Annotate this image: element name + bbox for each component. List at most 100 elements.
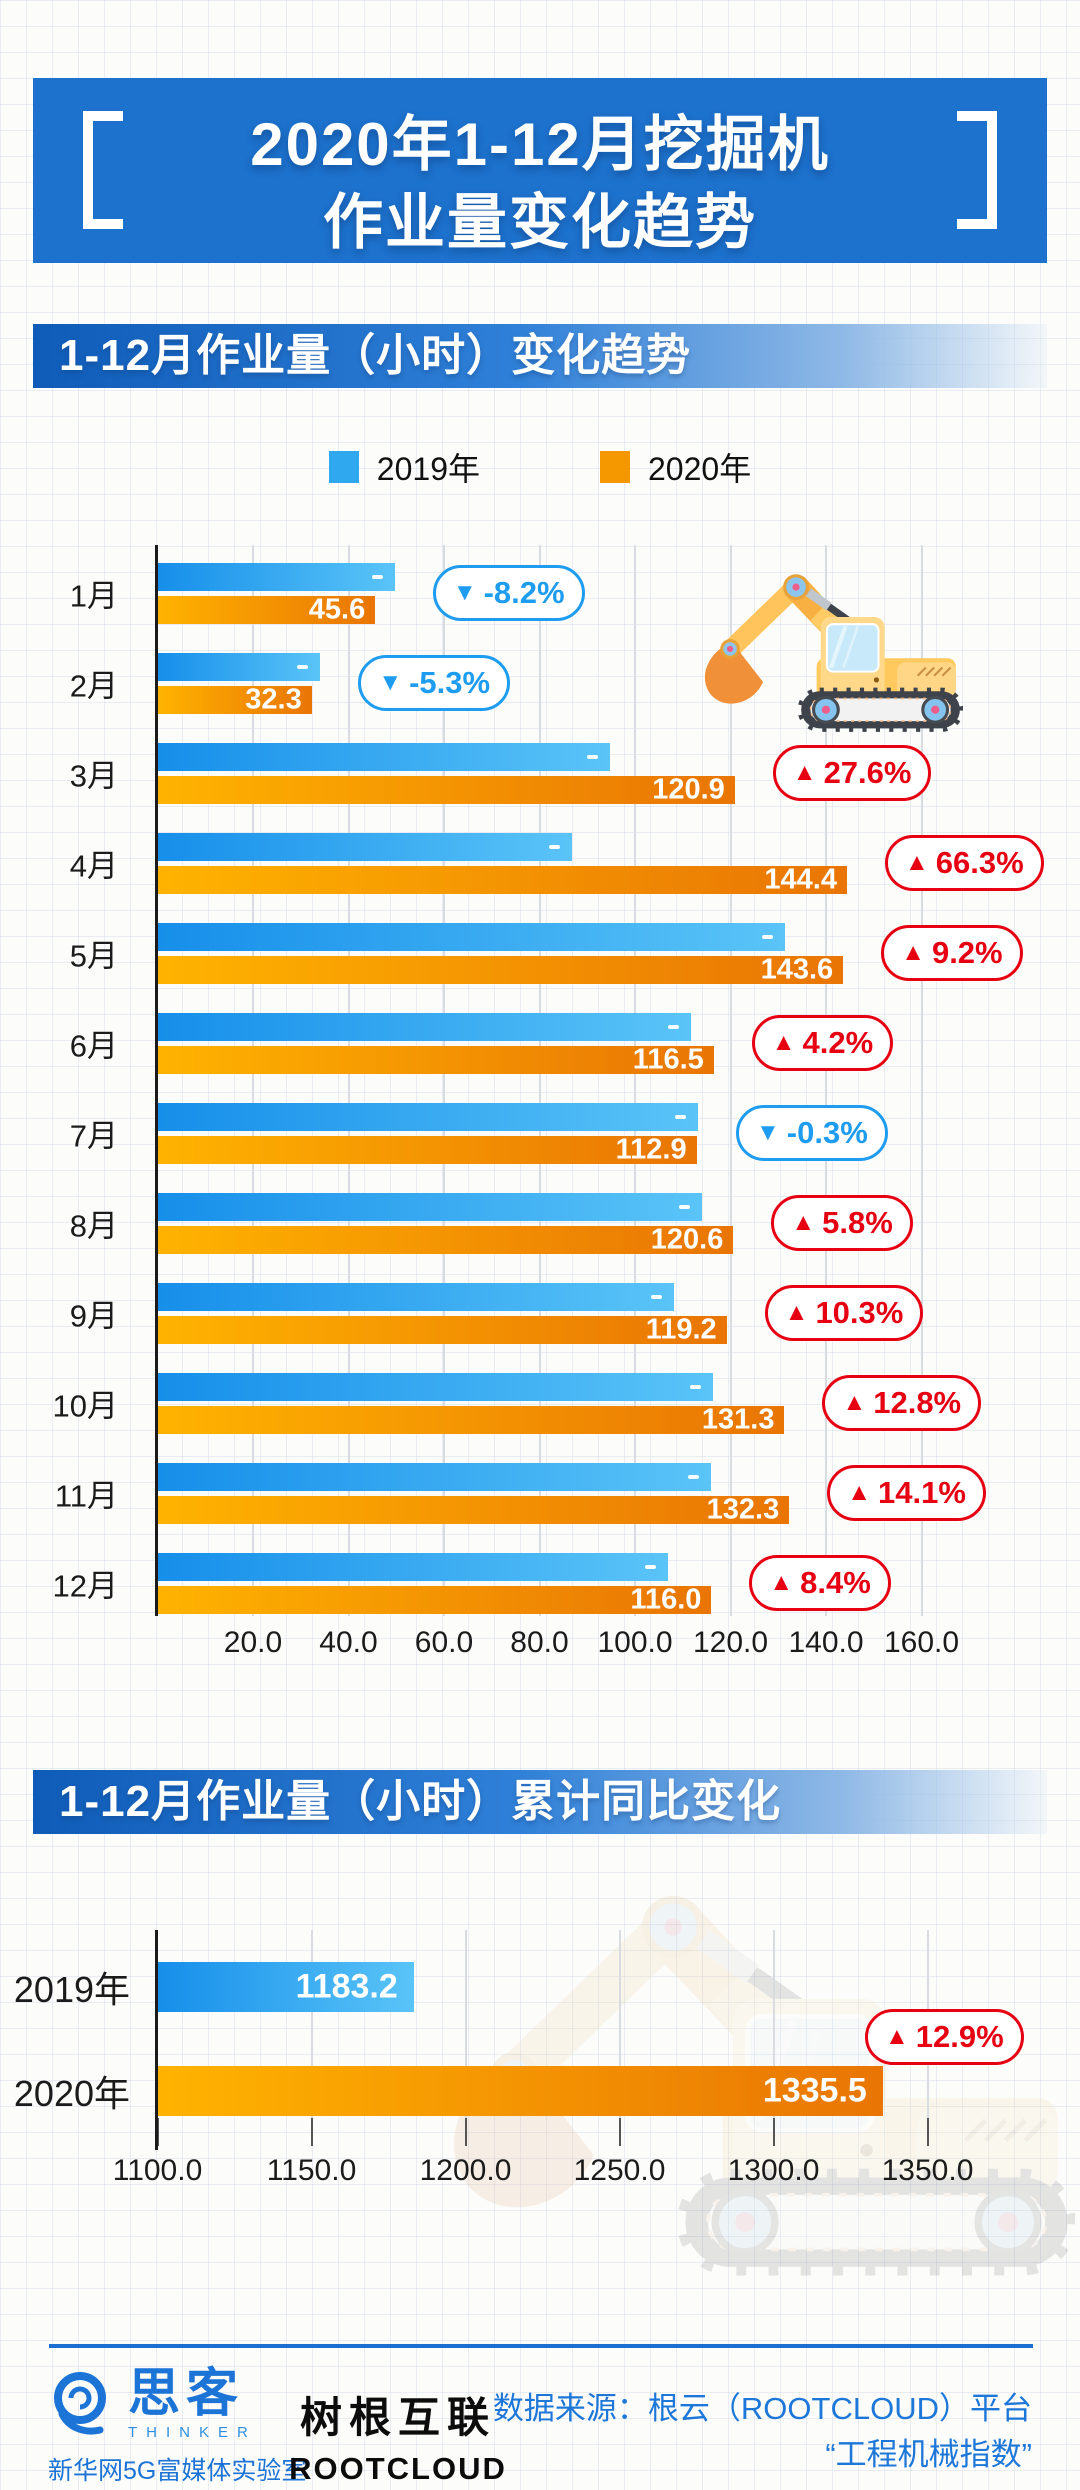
data-source-note: 数据来源：根云（ROOTCLOUD）平台 “工程机械指数”	[493, 2386, 1032, 2478]
data-source-line1: 数据来源：根云（ROOTCLOUD）平台	[492, 2391, 1032, 2426]
yoy-badge-value: 27.6%	[823, 755, 912, 790]
bar-2020-value-11月: 132.3	[706, 1493, 780, 1526]
poster-title-line1: 2020年1-12月挖掘机	[250, 111, 830, 178]
chart1-gridline-40	[347, 545, 350, 1616]
bar-2019-10月	[157, 1373, 714, 1401]
right-bracket-decoration	[957, 111, 997, 229]
thinker-swirl-icon	[54, 2372, 106, 2435]
chart2-axis-tick-1150: 1150.0	[266, 2154, 357, 2187]
bar-2019-5月	[157, 923, 786, 951]
yoy-badge-value: 12.8%	[873, 1385, 962, 1420]
chart2-gridline-1200	[464, 1930, 467, 2146]
chart1-gridline-60	[443, 545, 445, 1616]
bar-2020-6月: 116.5	[157, 1043, 714, 1076]
bar-2019-9月	[157, 1283, 674, 1311]
bar-2019-dash-7月	[675, 1115, 687, 1119]
chart2-y-axis	[155, 1930, 158, 2150]
rootcloud-logo-latin-text: ROOTCLOUD	[289, 2451, 507, 2486]
yoy-badge-value: -5.3%	[409, 665, 491, 700]
bar-2019-3月	[157, 743, 610, 771]
bar-2020-9月: 119.2	[157, 1314, 727, 1346]
up-triangle-icon: ▲	[905, 849, 929, 876]
legend-item-2020年: 2020年	[600, 444, 751, 490]
bar-2020-value-7月: 112.9	[615, 1133, 687, 1166]
chart1-gridline-100	[634, 545, 636, 1616]
chart1-gridline-20	[252, 545, 254, 1616]
bar-2019-dash-1月	[371, 575, 383, 579]
thinker-logo-characters: 思客	[128, 2365, 245, 2423]
bar-2020-5月: 143.6	[157, 953, 844, 986]
rootcloud-logo-characters: 树根互联	[299, 2394, 496, 2441]
chart2-tickmark-1150	[310, 2118, 313, 2146]
bar-2020-value-6月: 116.5	[632, 1043, 704, 1076]
chart1-axis-tick-20: 20.0	[223, 1626, 283, 1659]
chart2-axis-tick-1350: 1350.0	[881, 2154, 974, 2187]
bar-2020-2月: 32.3	[157, 684, 312, 716]
chart1-y-axis	[155, 545, 158, 1616]
chart2-tickmark-1350	[926, 2118, 929, 2146]
chart1-category-label-6月: 6月	[69, 1028, 118, 1064]
chart1-category-label-10月: 10月	[52, 1388, 118, 1424]
chart1-category-label-4月: 4月	[69, 848, 118, 884]
up-triangle-icon: ▲	[885, 2023, 909, 2050]
bar-2019-12月	[157, 1553, 669, 1581]
chart2-tickmark-1300	[772, 2118, 775, 2146]
bar-2019-dash-12月	[645, 1565, 657, 1569]
legend-swatch-2019年	[328, 451, 359, 483]
bar-2019-dash-10月	[690, 1385, 702, 1389]
chart1-axis-tick-80: 80.0	[510, 1626, 569, 1659]
left-bracket-decoration	[83, 111, 123, 229]
bar-2019-dash-3月	[586, 755, 598, 759]
yoy-badge-7月: ▼ -0.3%	[736, 1105, 888, 1161]
legend-item-2019年: 2019年	[328, 444, 480, 490]
yoy-badge-value: -8.2%	[483, 575, 565, 610]
chart2-gridline-1300	[772, 1930, 775, 2146]
bar-2020-value-10月: 131.3	[701, 1403, 775, 1436]
yoy-badge-3月: ▲ 27.6%	[772, 745, 932, 801]
down-triangle-icon: ▼	[756, 1119, 780, 1146]
title-banner: 2020年1-12月挖掘机 作业量变化趋势	[33, 78, 1047, 263]
bar-2019-dash-5月	[762, 935, 774, 939]
bar-2020-value-1月: 45.6	[308, 593, 366, 626]
chart2-category-label-2020年: 2020年	[13, 2073, 130, 2114]
section-header-monthly: 1-12月作业量（小时）变化趋势	[33, 324, 1047, 388]
chart1-category-label-12月: 12月	[52, 1568, 118, 1604]
rootcloud-logo: 树根互联 ROOTCLOUD	[283, 2384, 513, 2487]
chart2-tickmark-1250	[618, 2118, 621, 2146]
bar-2019-8月	[157, 1193, 702, 1221]
chart1-category-label-7月: 7月	[69, 1118, 118, 1154]
bar-2020-7月: 112.9	[157, 1133, 697, 1166]
chart1-category-label-11月: 11月	[54, 1478, 118, 1514]
legend-label: 2019年	[376, 451, 480, 487]
bar-2020-value-8月: 120.6	[650, 1223, 724, 1256]
up-triangle-icon: ▲	[847, 1479, 871, 1506]
chart1-category-label-3月: 3月	[69, 758, 118, 794]
bar-2019-4月	[157, 833, 572, 861]
chart2-axis-tick-1200: 1200.0	[419, 2154, 512, 2187]
yoy-badge-value: 4.2%	[802, 1025, 874, 1060]
chart1-axis-tick-100: 100.0	[597, 1626, 673, 1659]
chart1-axis-tick-140: 140.0	[788, 1626, 864, 1659]
chart1-gridline-120	[729, 545, 732, 1616]
yoy-badge-4月: ▲ 66.3%	[885, 835, 1044, 891]
yoy-badge-8月: ▲ 5.8%	[771, 1195, 913, 1251]
chart1-axis-tick-60: 60.0	[414, 1626, 474, 1659]
bar-2020-10月: 131.3	[157, 1403, 785, 1436]
thinker-logo-subtitle: 新华网5G富媒体实验室	[48, 2457, 307, 2485]
yoy-badge-10月: ▲ 12.8%	[822, 1375, 982, 1431]
bar-2020-value-5月: 143.6	[760, 953, 834, 986]
yoy-badge-11月: ▲ 14.1%	[827, 1465, 986, 1521]
bar-2020-value-3月: 120.9	[652, 773, 725, 806]
cumulative-yoy-value: 12.9%	[915, 2019, 1004, 2054]
down-triangle-icon: ▼	[378, 669, 403, 696]
chart1-gridline-160	[920, 545, 923, 1616]
chart1-category-label-9月: 9月	[69, 1298, 118, 1334]
chart2-axis-tick-1250: 1250.0	[573, 2154, 666, 2187]
up-triangle-icon: ▲	[792, 759, 817, 786]
yoy-badge-value: 8.4%	[800, 1565, 871, 1600]
chart1-gridline-140	[825, 545, 827, 1616]
chart2-axis-tick-1100: 1100.0	[112, 2154, 203, 2187]
chart-legend: 2019年 2020年	[0, 444, 1080, 490]
